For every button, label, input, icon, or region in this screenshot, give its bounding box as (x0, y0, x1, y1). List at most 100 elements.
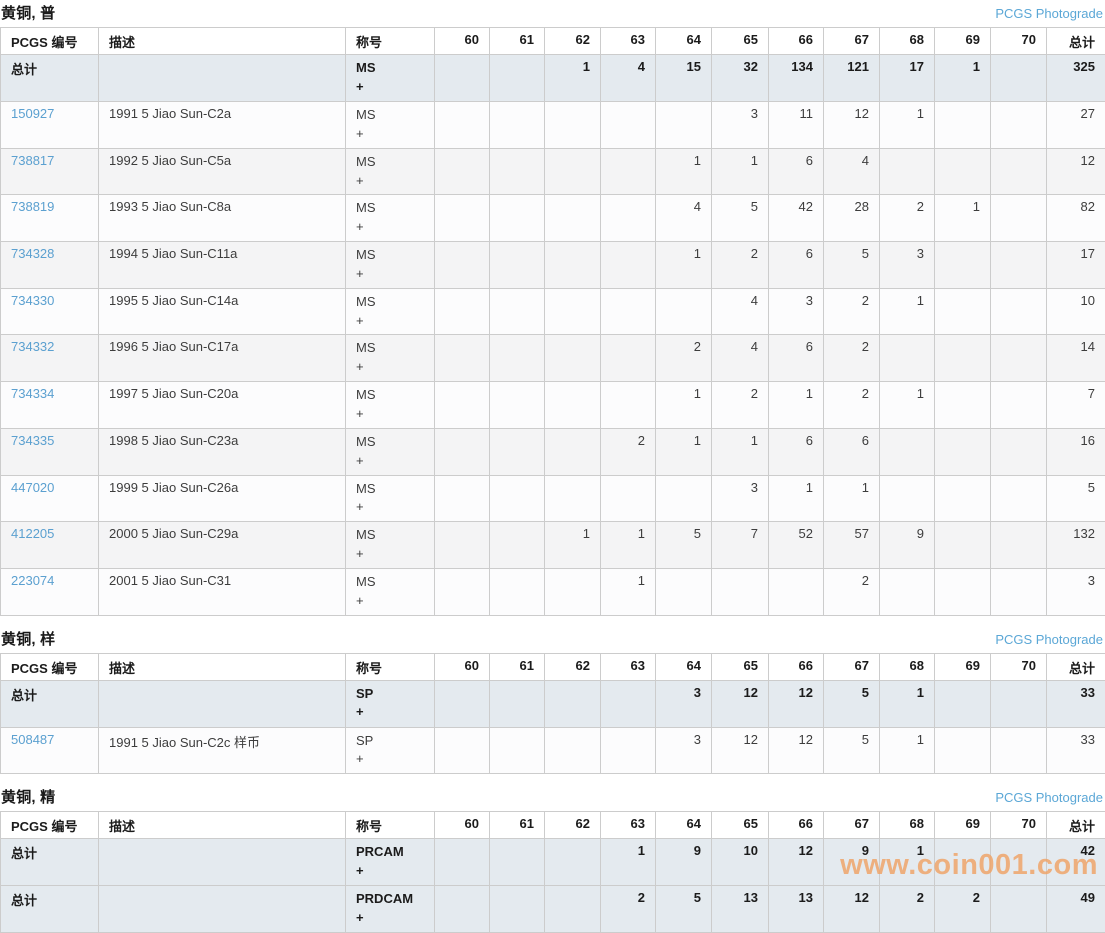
grade-count-cell (991, 102, 1047, 149)
grade-count-cell: 1 (880, 727, 935, 774)
grade-count-cell: 2 (656, 335, 712, 382)
designation-cell: MS + (346, 102, 435, 149)
designation-cell: PRDCAM + (346, 886, 435, 933)
pcgs-number-link[interactable]: 738817 (11, 153, 54, 168)
grade-count-cell: 1 (824, 475, 880, 522)
grade-count-cell (435, 195, 490, 242)
pcgs-number-link[interactable]: 734328 (11, 246, 54, 261)
grade-count-cell: 4 (712, 288, 769, 335)
column-header: 63 (601, 812, 656, 839)
grade-count-cell (545, 148, 601, 195)
grade-count-cell: 2 (601, 886, 656, 933)
grade-count-cell (601, 288, 656, 335)
grade-count-cell (435, 242, 490, 289)
designation-cell: SP + (346, 680, 435, 727)
pcgs-number-link[interactable]: 412205 (11, 526, 54, 541)
grade-count-cell (490, 102, 545, 149)
grade-count-cell: 10 (712, 839, 769, 886)
pcgs-number-link[interactable]: 734334 (11, 386, 54, 401)
grade-count-cell (601, 242, 656, 289)
pcgs-number-link[interactable]: 447020 (11, 480, 54, 495)
grade-count-cell (545, 242, 601, 289)
grade-count-cell (490, 288, 545, 335)
column-header: PCGS 编号 (1, 812, 99, 839)
pcgs-photograde-link[interactable]: PCGS Photograde (995, 632, 1103, 647)
pcgs-number-link[interactable]: 150927 (11, 106, 54, 121)
grade-count-cell: 1 (545, 522, 601, 569)
grade-count-cell: 1 (601, 568, 656, 615)
column-header: 61 (490, 28, 545, 55)
grade-count-cell (601, 148, 656, 195)
grade-count-cell (435, 288, 490, 335)
grade-count-cell (435, 522, 490, 569)
designation-cell: MS + (346, 288, 435, 335)
description-cell (99, 839, 346, 886)
grade-count-cell: 2 (712, 242, 769, 289)
row-total-cell: 325 (1047, 55, 1105, 102)
grade-count-cell (490, 242, 545, 289)
pcgs-number-link[interactable]: 223074 (11, 573, 54, 588)
grade-count-cell (435, 727, 490, 774)
grade-count-cell: 4 (656, 195, 712, 242)
grade-count-cell: 1 (656, 148, 712, 195)
column-header: 描述 (99, 653, 346, 680)
grade-count-cell (880, 428, 935, 475)
column-header: 67 (824, 653, 880, 680)
pcgs-number-link[interactable]: 734332 (11, 339, 54, 354)
grade-count-cell (991, 886, 1047, 933)
grade-count-cell (435, 568, 490, 615)
grade-count-cell: 5 (656, 522, 712, 569)
designation-cell: PRCAM + (346, 839, 435, 886)
totals-label: 总计 (11, 62, 37, 77)
grade-count-cell: 5 (824, 680, 880, 727)
pcgs-number-link[interactable]: 734330 (11, 293, 54, 308)
grade-count-cell: 2 (824, 288, 880, 335)
grade-count-cell: 1 (712, 148, 769, 195)
grade-count-cell: 4 (601, 55, 656, 102)
grade-count-cell (935, 839, 991, 886)
pcgs-number-link[interactable]: 738819 (11, 199, 54, 214)
pcgs-number-cell: 734328 (1, 242, 99, 289)
grade-count-cell (545, 568, 601, 615)
pcgs-number-cell: 总计 (1, 55, 99, 102)
grade-count-cell: 1 (601, 522, 656, 569)
designation-cell: MS + (346, 148, 435, 195)
grade-count-cell: 11 (769, 102, 824, 149)
column-header: 70 (991, 653, 1047, 680)
pcgs-photograde-link[interactable]: PCGS Photograde (995, 790, 1103, 805)
grade-count-cell: 1 (935, 55, 991, 102)
description-cell: 2000 5 Jiao Sun-C29a (99, 522, 346, 569)
column-header: 描述 (99, 28, 346, 55)
grade-count-cell: 6 (769, 242, 824, 289)
grade-count-cell: 2 (935, 886, 991, 933)
grade-count-cell (490, 195, 545, 242)
row-total-cell: 5 (1047, 475, 1105, 522)
grade-count-cell (991, 839, 1047, 886)
designation-cell: MS + (346, 335, 435, 382)
pcgs-number-link[interactable]: 508487 (11, 732, 54, 747)
grade-count-cell (935, 382, 991, 429)
grade-count-cell (935, 475, 991, 522)
row-total-cell: 33 (1047, 727, 1105, 774)
column-header: 67 (824, 28, 880, 55)
pcgs-number-link[interactable]: 734335 (11, 433, 54, 448)
description-cell: 1991 5 Jiao Sun-C2c 样币 (99, 727, 346, 774)
grade-count-cell: 3 (712, 475, 769, 522)
description-cell (99, 680, 346, 727)
designation-cell: MS + (346, 522, 435, 569)
column-header: 66 (769, 28, 824, 55)
grade-count-cell (656, 568, 712, 615)
pcgs-photograde-link[interactable]: PCGS Photograde (995, 6, 1103, 21)
pcgs-number-cell: 738819 (1, 195, 99, 242)
grade-count-cell (435, 102, 490, 149)
grade-count-cell: 12 (712, 680, 769, 727)
